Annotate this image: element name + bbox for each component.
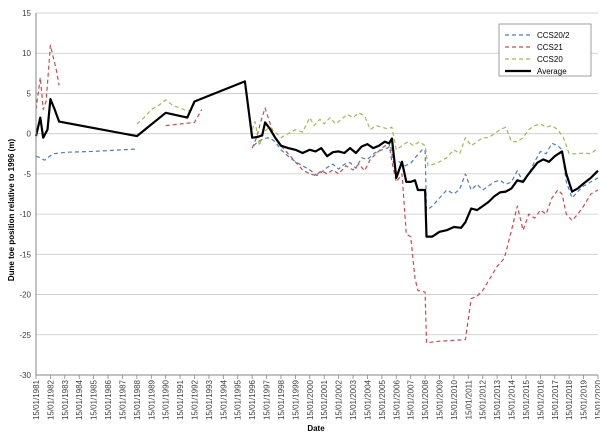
x-tick-label: 15/01/2002	[335, 379, 344, 420]
x-tick-label: 15/01/1982	[46, 379, 55, 420]
x-tick-label: 15/01/1990	[162, 379, 171, 420]
y-tick-label: 10	[22, 49, 31, 58]
x-tick-label: 15/01/1994	[219, 379, 228, 420]
series-average	[34, 80, 599, 238]
legend-label: CCS21	[537, 43, 563, 52]
x-tick-label: 15/01/2011	[464, 379, 473, 419]
series-line	[34, 80, 599, 238]
y-tick-label: -20	[19, 291, 31, 300]
x-tick-label: 15/01/1991	[176, 379, 185, 420]
series-line	[251, 107, 599, 344]
x-tick-label: 15/01/1999	[291, 379, 300, 420]
x-tick-label: 15/01/1998	[277, 379, 286, 420]
x-tick-label: 15/01/2013	[493, 379, 502, 420]
series-ccs21	[35, 44, 599, 344]
x-tick-label: 15/01/1981	[32, 379, 41, 420]
x-tick-label: 15/01/2006	[392, 379, 401, 420]
series-ccs20-2	[35, 137, 599, 211]
x-tick-label: 15/01/2005	[378, 379, 387, 420]
x-tick-label: 15/01/1997	[263, 379, 272, 420]
x-tick-label: 15/01/2019	[580, 379, 589, 420]
x-tick-label: 15/01/1985	[90, 379, 99, 420]
x-tick-label: 15/01/1996	[248, 379, 257, 420]
x-tick-label: 15/01/2004	[363, 379, 372, 420]
legend-box	[498, 23, 592, 77]
x-tick-label: 15/01/1989	[147, 379, 156, 420]
x-tick-label: 15/01/1987	[118, 379, 127, 420]
series-layer	[34, 44, 599, 344]
y-tick-label: -25	[19, 331, 31, 340]
y-tick-label: -5	[24, 170, 32, 179]
x-tick-label: 15/01/2007	[407, 379, 416, 420]
y-tick-label: 15	[22, 9, 31, 18]
y-tick-label: -10	[19, 210, 31, 219]
x-tick-label: 15/01/1993	[205, 379, 214, 420]
x-tick-label: 15/01/2017	[551, 379, 560, 420]
x-tick-label: 15/01/1983	[61, 379, 70, 420]
legend-label: CCS20	[537, 55, 563, 64]
x-tick-label: 15/01/2016	[536, 379, 545, 420]
x-tick-label: 15/01/2009	[435, 379, 444, 420]
x-tick-label: 15/01/1992	[191, 379, 200, 420]
y-tick-label: -15	[19, 250, 31, 259]
legend-label: CCS20/2	[537, 31, 570, 40]
x-axis: 15/01/1981 15/01/1982 15/01/1983 15/01/1984…	[32, 374, 600, 420]
x-tick-label: 15/01/2014	[508, 379, 517, 420]
x-axis-label: Date	[307, 424, 325, 433]
series-line	[165, 109, 203, 127]
x-tick-label: 15/01/1988	[133, 379, 142, 420]
series-line	[35, 148, 137, 161]
y-tick-label: 0	[27, 130, 32, 139]
x-tick-label: 15/01/2008	[421, 379, 430, 420]
x-tick-label: 15/01/2020	[594, 379, 600, 420]
x-tick-label: 15/01/2000	[306, 379, 315, 420]
x-tick-label: 15/01/2010	[450, 379, 459, 420]
x-tick-label: 15/01/2015	[522, 379, 531, 420]
y-tick-label: 5	[27, 89, 32, 98]
x-tick-label: 15/01/2003	[349, 379, 358, 420]
y-tick-label: -30	[19, 371, 31, 380]
x-tick-label: 15/01/2018	[565, 379, 574, 420]
x-tick-label: 15/01/1986	[104, 379, 113, 420]
series-ccs20	[136, 99, 599, 167]
series-line	[253, 137, 599, 211]
series-line	[136, 99, 195, 125]
y-axis: 15 10 5 0 -5 -10 -15 -20 -25 -30	[19, 9, 37, 380]
x-tick-label: 15/01/1995	[234, 379, 243, 420]
x-tick-label: 15/01/1984	[75, 379, 84, 420]
series-line	[35, 44, 60, 111]
x-tick-label: 15/01/2001	[320, 379, 329, 420]
series-line	[251, 112, 599, 167]
x-tick-label: 15/01/2012	[479, 379, 488, 420]
y-axis-label: Dune toe position relative to 1996 (m)	[7, 139, 16, 282]
legend-label: Average	[537, 67, 567, 76]
legend: CCS20/2 CCS21 CCS20 Average	[498, 23, 592, 77]
